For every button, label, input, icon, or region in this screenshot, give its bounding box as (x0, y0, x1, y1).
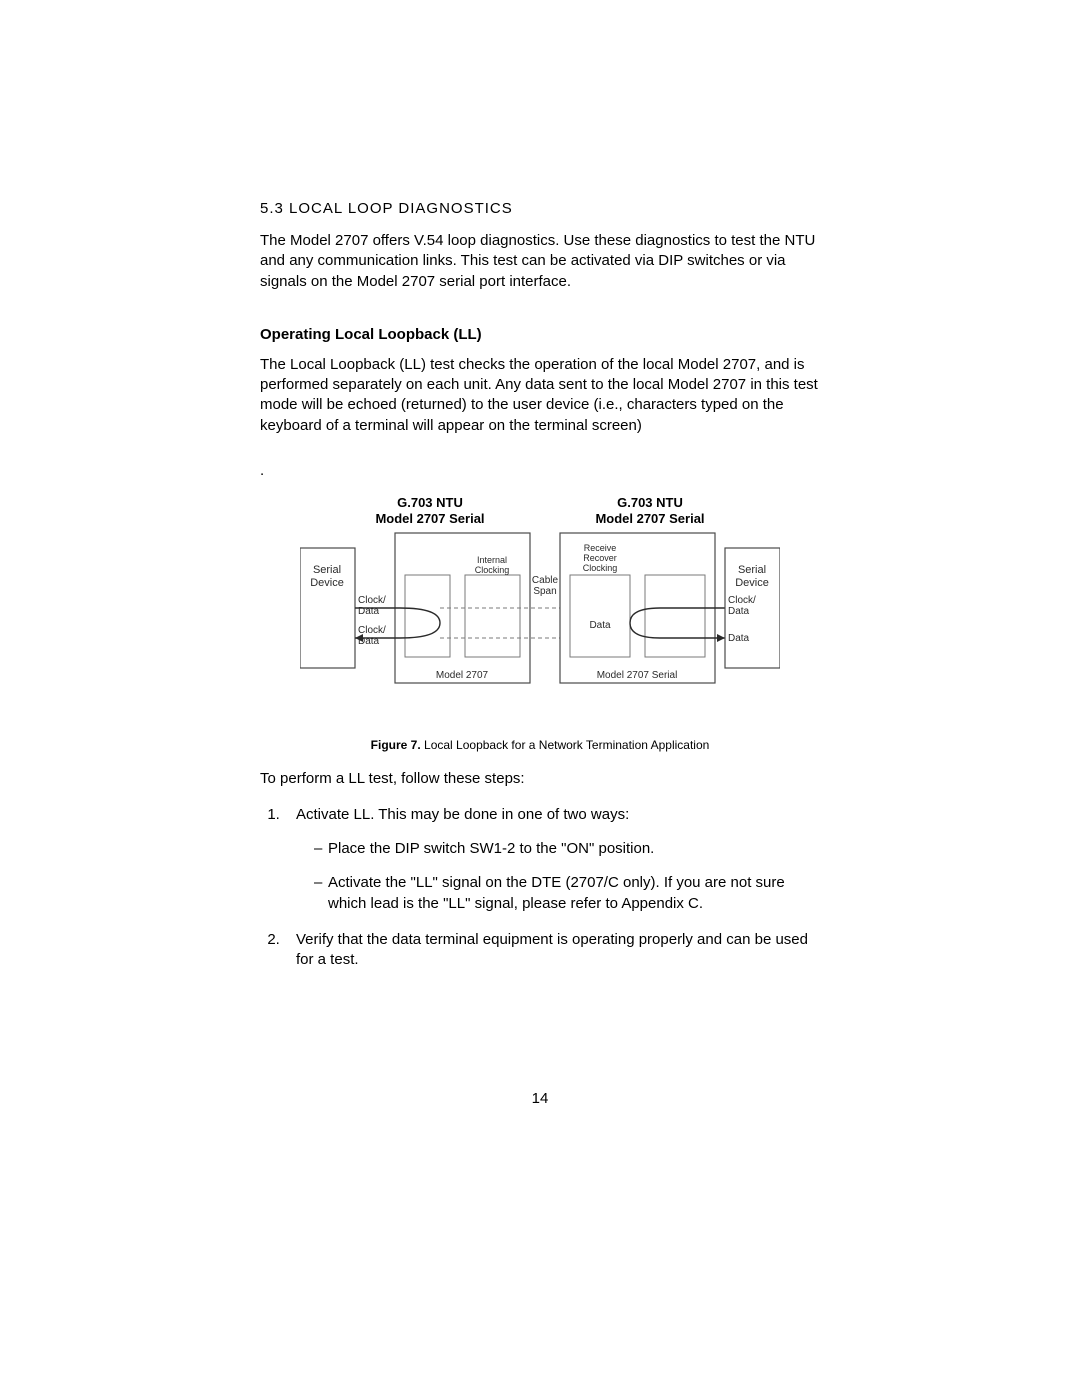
steps-intro: To perform a LL test, follow these steps… (260, 770, 820, 787)
section-heading: 5.3 LOCAL LOOP DIAGNOSTICS (260, 200, 820, 217)
step-1-bullet-2: Activate the "LL" signal on the DTE (270… (314, 873, 820, 914)
document-page: 5.3 LOCAL LOOP DIAGNOSTICS The Model 270… (0, 0, 1080, 1397)
right-header-2: Model 2707 Serial (595, 511, 704, 526)
section-number: 5.3 (260, 200, 284, 217)
step-1-bullets: Place the DIP switch SW1-2 to the "ON" p… (296, 839, 820, 914)
svg-text:Clock/: Clock/ (358, 595, 386, 606)
right-loopback-arrow (630, 608, 725, 638)
right-box-label: Model 2707 Serial (597, 670, 678, 681)
right-inner-label: Data (589, 620, 611, 631)
cable-span-label: Cable (532, 575, 559, 586)
svg-text:Clocking: Clocking (475, 565, 510, 575)
figure-caption: Figure 7. Local Loopback for a Network T… (260, 738, 820, 752)
left-box-label: Model 2707 (436, 670, 489, 681)
figure-label: Figure 7. (371, 738, 421, 752)
svg-text:Serial: Serial (738, 564, 766, 576)
figure-caption-text: Local Loopback for a Network Termination… (424, 738, 709, 752)
svg-text:Recover: Recover (583, 553, 617, 563)
svg-text:Device: Device (735, 577, 769, 589)
page-number: 14 (0, 1090, 1080, 1107)
steps-list: Activate LL. This may be done in one of … (260, 805, 820, 971)
svg-text:Clock/: Clock/ (728, 595, 756, 606)
svg-text:Device: Device (310, 577, 344, 589)
step-1-bullet-1: Place the DIP switch SW1-2 to the "ON" p… (314, 839, 820, 859)
loopback-diagram: G.703 NTU Model 2707 Serial G.703 NTU Mo… (300, 493, 780, 703)
step-1: Activate LL. This may be done in one of … (284, 805, 820, 914)
step-2-text: Verify that the data terminal equipment … (296, 931, 808, 968)
svg-text:Serial: Serial (313, 564, 341, 576)
step-1-text: Activate LL. This may be done in one of … (296, 806, 629, 823)
left-header-2: Model 2707 Serial (375, 511, 484, 526)
svg-text:Receive: Receive (584, 543, 617, 553)
step-2: Verify that the data terminal equipment … (284, 930, 820, 971)
svg-text:Clocking: Clocking (583, 563, 618, 573)
svg-text:Internal: Internal (477, 555, 507, 565)
section-title: LOCAL LOOP DIAGNOSTICS (289, 200, 513, 217)
left-header-1: G.703 NTU (397, 495, 463, 510)
svg-text:Clock/: Clock/ (358, 625, 386, 636)
figure-7: G.703 NTU Model 2707 Serial G.703 NTU Mo… (260, 493, 820, 708)
svg-text:Data: Data (728, 633, 750, 644)
subsection-para: The Local Loopback (LL) test checks the … (260, 355, 820, 436)
right-header-1: G.703 NTU (617, 495, 683, 510)
subsection-heading: Operating Local Loopback (LL) (260, 326, 820, 343)
svg-text:Data: Data (728, 606, 750, 617)
svg-text:Span: Span (533, 586, 556, 597)
stray-period: . (260, 462, 820, 479)
section-intro: The Model 2707 offers V.54 loop diagnost… (260, 231, 820, 292)
